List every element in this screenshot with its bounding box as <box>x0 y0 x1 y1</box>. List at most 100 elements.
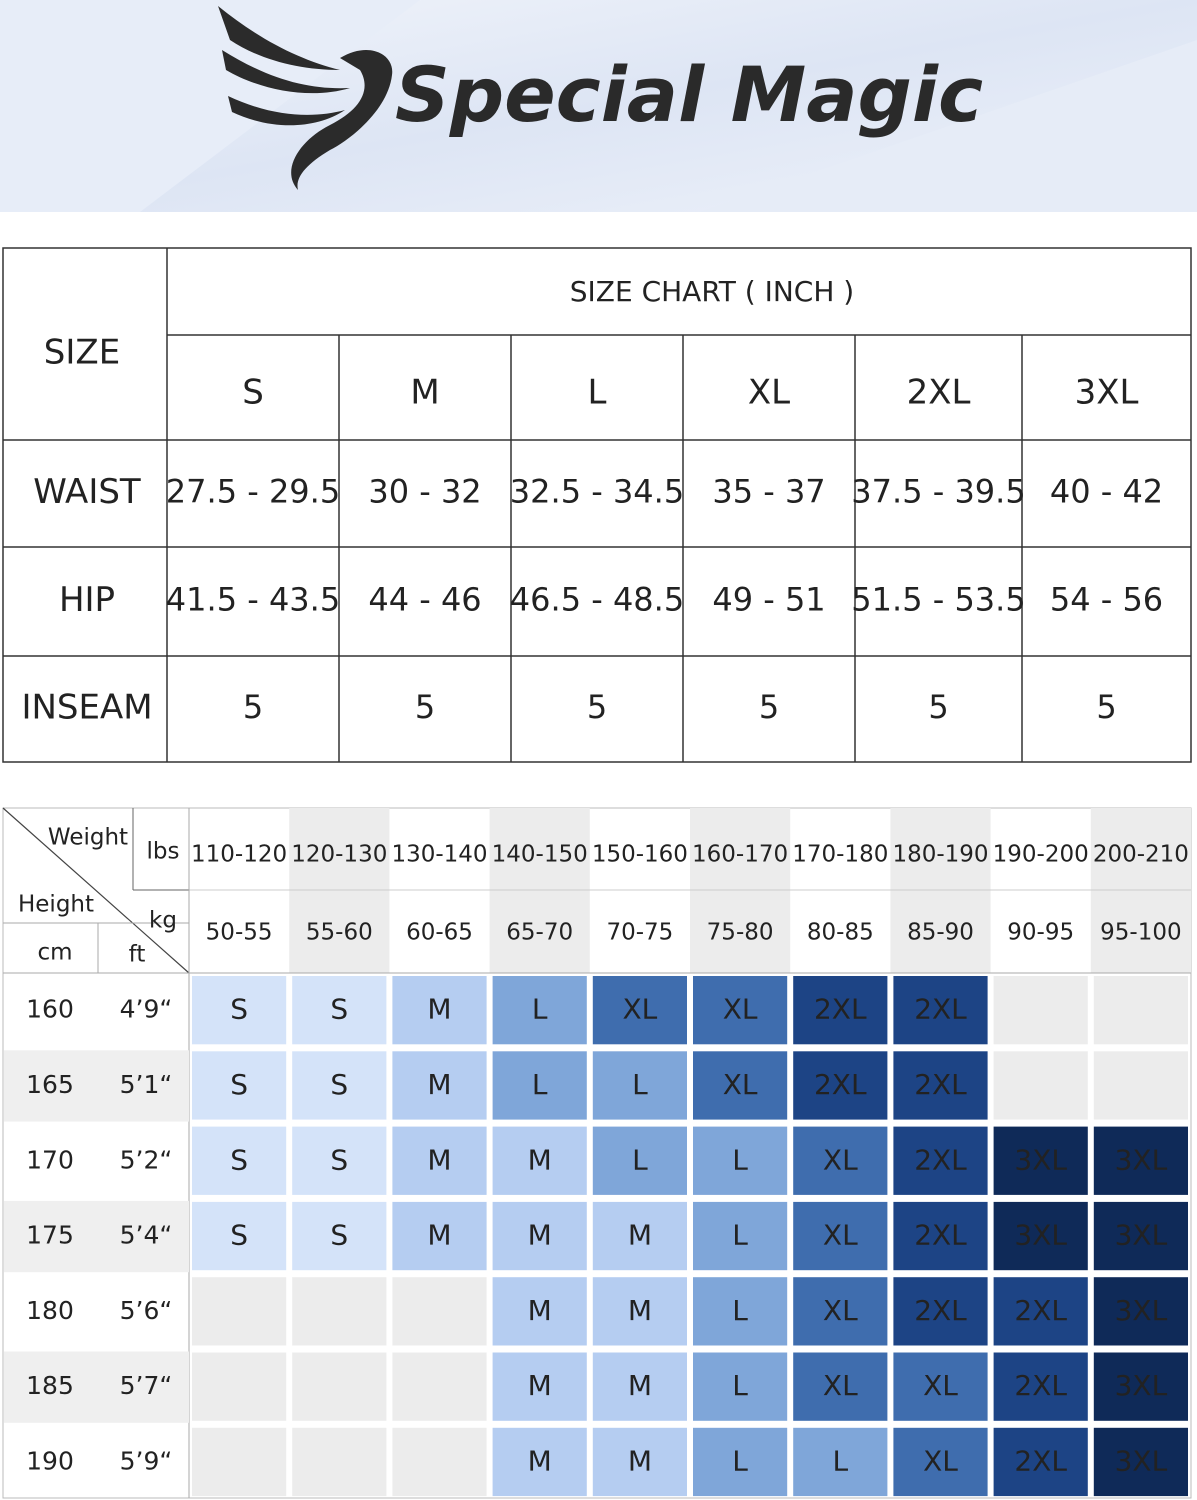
size-cell-label: 2XL <box>1014 1369 1067 1402</box>
cm-label: cm <box>37 940 72 966</box>
row-shade <box>4 1351 189 1423</box>
height-ft: 5’7“ <box>120 1371 173 1400</box>
size-cell <box>693 1201 788 1271</box>
size-header: 2XL <box>907 373 971 413</box>
size-cell <box>392 1352 487 1421</box>
height-cm: 180 <box>26 1296 74 1325</box>
size-cell <box>292 1051 387 1120</box>
size-cell <box>392 976 487 1045</box>
size-cell <box>492 1051 587 1120</box>
size-cell-label: S <box>330 1068 348 1101</box>
kg-range: 65-70 <box>506 920 573 946</box>
measure-value: 37.5 - 39.5 <box>851 473 1025 511</box>
measure-value: 5 <box>759 688 779 726</box>
size-header: M <box>410 373 439 413</box>
size-cell-label: L <box>632 1068 648 1101</box>
size-cell-label: XL <box>823 1143 858 1176</box>
measure-value: 35 - 37 <box>712 473 825 511</box>
table-border <box>2 247 1192 763</box>
size-cell <box>993 1352 1088 1421</box>
size-header: L <box>588 373 607 413</box>
size-cell-label: S <box>230 1068 248 1101</box>
size-cell-label: L <box>732 1143 748 1176</box>
height-ft: 5’1“ <box>120 1070 173 1099</box>
row-shade <box>4 1050 189 1122</box>
lbs-range: 190-200 <box>993 842 1089 868</box>
height-cm: 160 <box>26 995 74 1024</box>
size-cell <box>292 1352 387 1421</box>
measure-value: 40 - 42 <box>1050 473 1163 511</box>
kg-range: 90-95 <box>1007 920 1074 946</box>
measure-label: INSEAM <box>21 688 152 728</box>
size-corner: SIZE <box>44 333 120 373</box>
size-header: S <box>242 373 264 413</box>
size-cell <box>392 1051 487 1120</box>
size-table: SIZE SIZE CHART ( INCH ) S M L XL 2XL 3XL WAIST 2… <box>2 247 1192 763</box>
size-cell <box>993 1201 1088 1271</box>
size-cell <box>192 1427 287 1497</box>
size-cell-label: M <box>427 1143 451 1176</box>
size-cell-label: 2XL <box>814 993 867 1026</box>
size-cell-label: M <box>427 993 451 1026</box>
height-ft: 4’9“ <box>120 995 173 1024</box>
size-cell-label: M <box>628 1444 652 1477</box>
size-cell-label: XL <box>923 1369 958 1402</box>
brand-name: Special Magic <box>395 50 983 139</box>
size-cell-label: S <box>330 993 348 1026</box>
kg-range: 75-80 <box>707 920 774 946</box>
size-cell <box>292 976 387 1045</box>
size-cell <box>1093 976 1188 1045</box>
size-cell <box>893 976 988 1045</box>
kg-range: 95-100 <box>1100 920 1181 946</box>
size-cell-label: 3XL <box>1115 1444 1168 1477</box>
measure-value: 44 - 46 <box>368 581 481 619</box>
measure-value: 5 <box>415 688 435 726</box>
height-ft: 5’2“ <box>120 1145 173 1174</box>
weight-label: Weight <box>48 825 128 851</box>
lbs-range: 130-140 <box>391 842 487 868</box>
size-cell <box>793 1201 888 1271</box>
size-header: XL <box>748 373 790 413</box>
measure-value: 5 <box>243 688 263 726</box>
size-cell <box>492 976 587 1045</box>
size-cell <box>793 976 888 1045</box>
kg-range: 55-60 <box>306 920 373 946</box>
size-cell <box>893 1427 988 1497</box>
size-cell <box>192 1126 287 1195</box>
size-cell <box>793 1126 888 1195</box>
height-cm: 185 <box>26 1371 74 1400</box>
lbs-range: 120-130 <box>291 842 387 868</box>
size-cell-label: 2XL <box>914 1294 967 1327</box>
size-cell <box>793 1277 888 1346</box>
lbs-range: 170-180 <box>792 842 888 868</box>
size-cell <box>893 1201 988 1271</box>
measure-value: 46.5 - 48.5 <box>510 581 684 619</box>
size-cell-label: L <box>732 1219 748 1252</box>
kg-range: 50-55 <box>206 920 273 946</box>
size-cell-label: S <box>230 993 248 1026</box>
size-cell-label: XL <box>823 1369 858 1402</box>
size-cell <box>492 1277 587 1346</box>
lbs-range: 150-160 <box>592 842 688 868</box>
size-cell <box>693 1126 788 1195</box>
size-cell <box>893 1277 988 1346</box>
size-cell <box>993 1126 1088 1195</box>
size-cell <box>592 1201 687 1271</box>
size-cell <box>492 1352 587 1421</box>
size-cell-label: XL <box>823 1294 858 1327</box>
grid-line <box>2 807 190 974</box>
kg-range: 85-90 <box>907 920 974 946</box>
height-cm: 165 <box>26 1070 74 1099</box>
size-cell-label: M <box>528 1444 552 1477</box>
size-cell-label: M <box>427 1219 451 1252</box>
size-cell <box>993 976 1088 1045</box>
lbs-range: 180-190 <box>892 842 988 868</box>
kg-range: 70-75 <box>606 920 673 946</box>
fit-table: 110-120 50-55 120-130 55-60 130-140 60-65 140-… <box>2 807 1192 1499</box>
size-cell-label: XL <box>623 993 658 1026</box>
size-cell <box>592 1126 687 1195</box>
measure-value: 54 - 56 <box>1050 581 1163 619</box>
